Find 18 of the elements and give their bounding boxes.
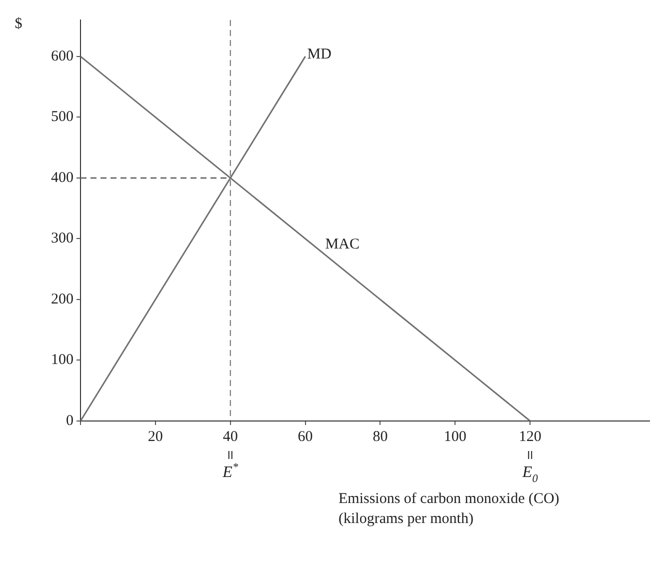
y-axis-title: $ [14,16,23,32]
y-tick-label: 300 [51,230,74,247]
x-tick-label: 100 [444,428,466,445]
y-tick-label: 100 [51,352,74,368]
x-tick-label: 80 [372,428,388,445]
y-tick-label: 200 [51,291,74,308]
x-axis-title: Emissions of carbon monoxide (CO) (kilograms per month) [338,491,560,527]
series-label: MD [307,46,332,62]
x-tick-label: 40 [222,428,238,445]
annotation: E* [222,462,238,481]
y-tick-label: 600 [51,48,74,64]
x-tick-label: 120 [518,428,542,445]
y-tick-label: 500 [51,109,74,126]
y-tick-label: 0 [66,412,74,429]
y-tick-label: 400 [51,170,74,186]
series-label: MAC [325,236,360,253]
x-tick-label: 20 [148,428,163,445]
x-tick-label: 60 [298,428,313,445]
